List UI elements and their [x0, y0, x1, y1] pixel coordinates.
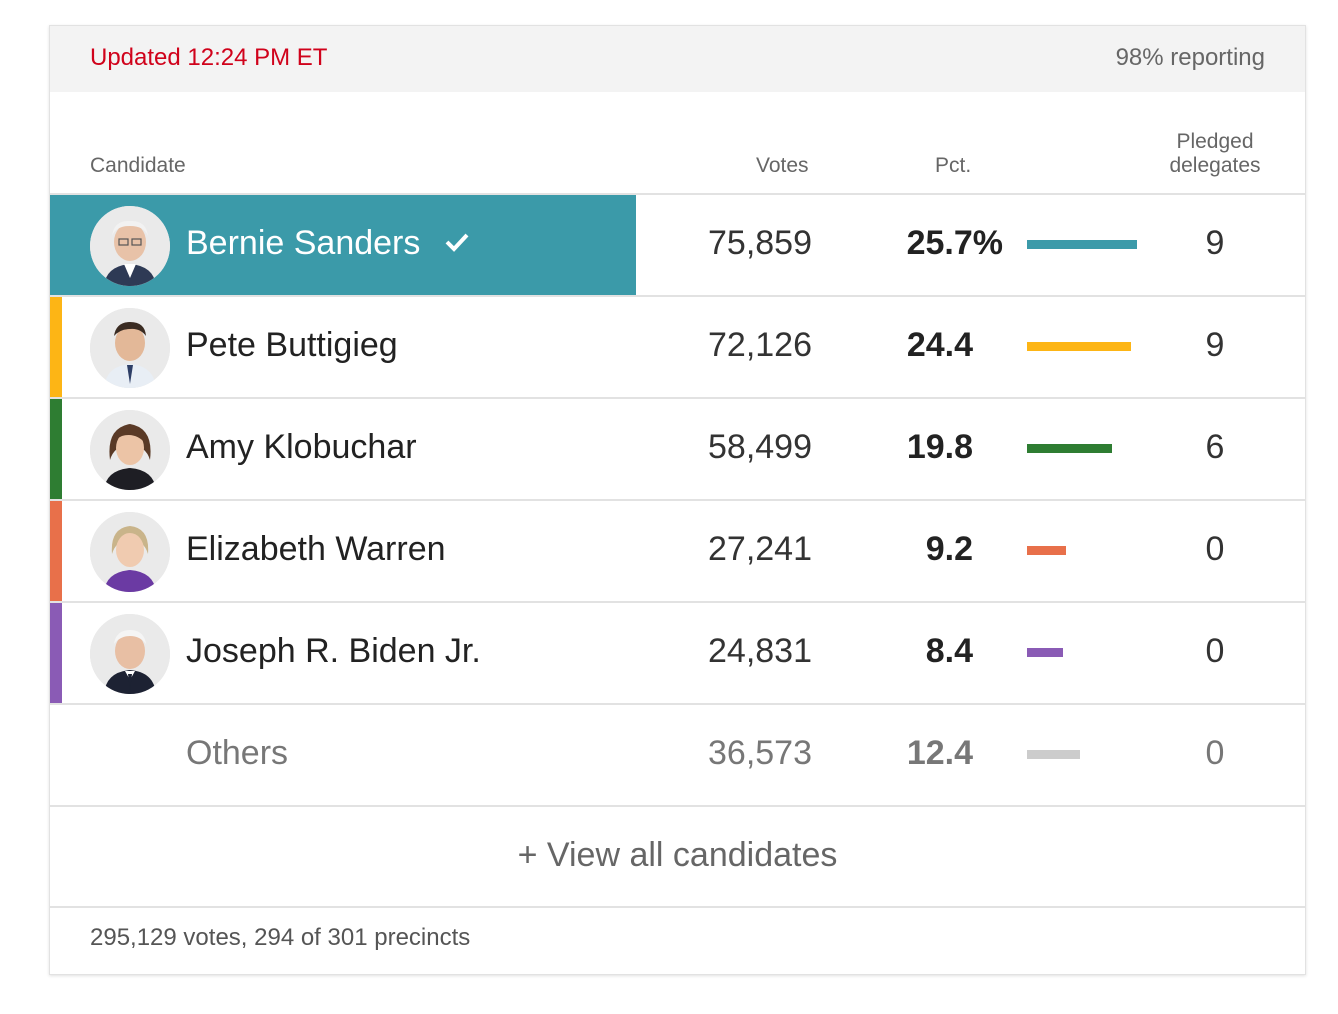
delegate-count: 0 — [1205, 632, 1225, 670]
avatar — [90, 512, 170, 592]
delegate-count: 9 — [1205, 224, 1225, 262]
delegate-count: 0 — [1205, 734, 1225, 772]
column-header-pct: Pct. — [935, 154, 972, 177]
candidate-name: Bernie Sanders — [186, 224, 421, 262]
delegate-count: 0 — [1205, 530, 1225, 568]
candidate-name: Elizabeth Warren — [186, 530, 446, 568]
delegate-count: 6 — [1205, 428, 1225, 466]
view-all-label: + View all candidates — [517, 836, 838, 874]
avatar — [90, 614, 170, 694]
avatar — [90, 206, 170, 286]
view-all-candidates-button[interactable]: + View all candidates — [50, 806, 1305, 908]
table-row: Joseph R. Biden Jr. 24,831 8.4 0 — [50, 603, 1305, 705]
candidate-name: Amy Klobuchar — [186, 428, 417, 466]
table-row: Others 36,573 12.4 0 — [50, 705, 1305, 807]
delegate-count: 9 — [1205, 326, 1225, 364]
vote-count: 24,831 — [708, 632, 812, 670]
vote-percent: 8.4 — [925, 632, 973, 670]
vote-percent: 25.7% — [906, 224, 1003, 262]
vote-count: 58,499 — [708, 428, 812, 466]
candidate-name: Pete Buttigieg — [186, 326, 398, 364]
vote-count: 27,241 — [708, 530, 812, 568]
header-divider — [50, 193, 1305, 195]
precinct-summary: 295,129 votes, 294 of 301 precincts — [90, 924, 471, 951]
table-row: Pete Buttigieg 72,126 24.4 9 — [50, 297, 1305, 399]
avatar — [90, 308, 170, 388]
column-header-delegates: Pledged delegates — [1160, 130, 1270, 178]
vote-count: 75,859 — [708, 224, 812, 262]
table-row: Amy Klobuchar 58,499 19.8 6 — [50, 399, 1305, 501]
avatar — [90, 410, 170, 490]
vote-count: 72,126 — [708, 326, 812, 364]
vote-percent: 24.4 — [906, 326, 973, 364]
column-header-delegates-line1: Pledged — [1176, 130, 1254, 153]
status-bar: Updated 12:24 PM ET 98% reporting — [50, 26, 1305, 92]
reporting-status: 98% reporting — [1115, 44, 1265, 71]
percent-bar — [1027, 648, 1063, 657]
percent-bar — [1027, 546, 1066, 555]
checkmark-icon — [445, 233, 469, 252]
candidate-name: Joseph R. Biden Jr. — [186, 632, 481, 670]
results-card: Updated 12:24 PM ET 98% reporting Candid… — [49, 25, 1306, 975]
table-row: Elizabeth Warren 27,241 9.2 0 — [50, 501, 1305, 603]
vote-percent: 12.4 — [906, 734, 973, 772]
vote-percent: 9.2 — [925, 530, 973, 568]
updated-time: Updated 12:24 PM ET — [90, 44, 328, 71]
color-strip — [50, 297, 62, 397]
column-header-votes: Votes — [756, 154, 809, 177]
color-strip — [50, 501, 62, 601]
vote-count: 36,573 — [708, 734, 812, 772]
vote-percent: 19.8 — [906, 428, 973, 466]
table-row: Bernie Sanders 75,859 25.7% 9 — [50, 195, 1305, 297]
color-strip — [50, 603, 62, 703]
percent-bar — [1027, 750, 1080, 759]
color-strip — [50, 399, 62, 499]
candidate-name: Others — [186, 734, 289, 772]
column-header-delegates-line2: delegates — [1169, 154, 1261, 177]
column-header-candidate: Candidate — [90, 154, 186, 177]
percent-bar — [1027, 342, 1131, 351]
percent-bar — [1027, 240, 1137, 249]
percent-bar — [1027, 444, 1112, 453]
